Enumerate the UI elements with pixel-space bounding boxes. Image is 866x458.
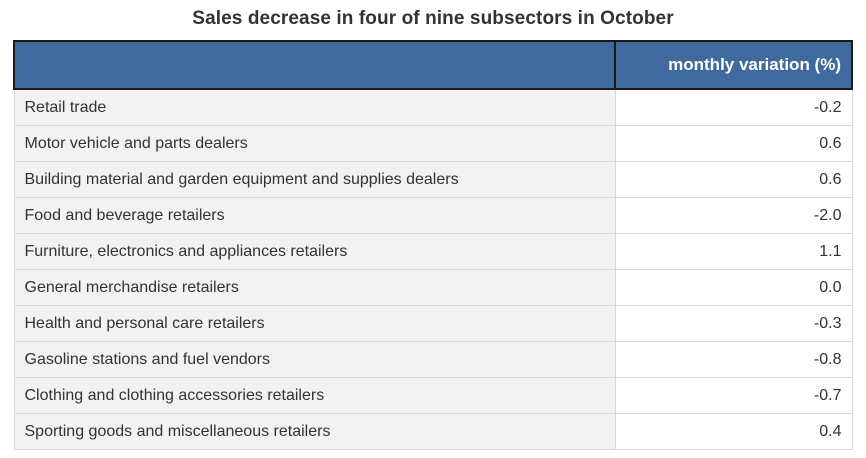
row-label: Furniture, electronics and appliances re…	[13, 233, 616, 270]
table-row: Health and personal care retailers -0.3	[13, 305, 853, 342]
table-row: Motor vehicle and parts dealers 0.6	[13, 125, 853, 162]
row-label: Retail trade	[13, 88, 616, 126]
row-label: Clothing and clothing accessories retail…	[13, 377, 616, 414]
row-label: Sporting goods and miscellaneous retaile…	[13, 413, 616, 450]
table-row: Furniture, electronics and appliances re…	[13, 233, 853, 270]
row-value: 0.4	[614, 413, 853, 450]
page-title: Sales decrease in four of nine subsector…	[192, 8, 674, 29]
row-label: Food and beverage retailers	[13, 197, 616, 234]
table-body: Retail trade -0.2 Motor vehicle and part…	[13, 88, 853, 450]
row-label: Motor vehicle and parts dealers	[13, 125, 616, 162]
row-value: 0.6	[614, 125, 853, 162]
row-label: Building material and garden equipment a…	[13, 161, 616, 198]
row-value: 0.0	[614, 269, 853, 306]
table-row: Sporting goods and miscellaneous retaile…	[13, 413, 853, 450]
row-label: Gasoline stations and fuel vendors	[13, 341, 616, 378]
row-value: 1.1	[614, 233, 853, 270]
row-value: -0.7	[614, 377, 853, 414]
row-label: Health and personal care retailers	[13, 305, 616, 342]
header-cell-monthly-variation: monthly variation (%)	[614, 40, 853, 90]
header-cell-subsector	[13, 40, 616, 90]
table-header: monthly variation (%)	[13, 40, 853, 90]
row-value: -0.2	[614, 88, 853, 126]
table-row: General merchandise retailers 0.0	[13, 269, 853, 306]
header-row: monthly variation (%)	[13, 40, 853, 90]
table-row: Clothing and clothing accessories retail…	[13, 377, 853, 414]
table-row: Food and beverage retailers -2.0	[13, 197, 853, 234]
table-row: Building material and garden equipment a…	[13, 161, 853, 198]
table-row: Gasoline stations and fuel vendors -0.8	[13, 341, 853, 378]
row-value: -0.3	[614, 305, 853, 342]
row-value: -2.0	[614, 197, 853, 234]
sales-variation-table: monthly variation (%) Retail trade -0.2 …	[13, 40, 853, 450]
row-value: -0.8	[614, 341, 853, 378]
row-label: General merchandise retailers	[13, 269, 616, 306]
table-row: Retail trade -0.2	[13, 88, 853, 126]
row-value: 0.6	[614, 161, 853, 198]
